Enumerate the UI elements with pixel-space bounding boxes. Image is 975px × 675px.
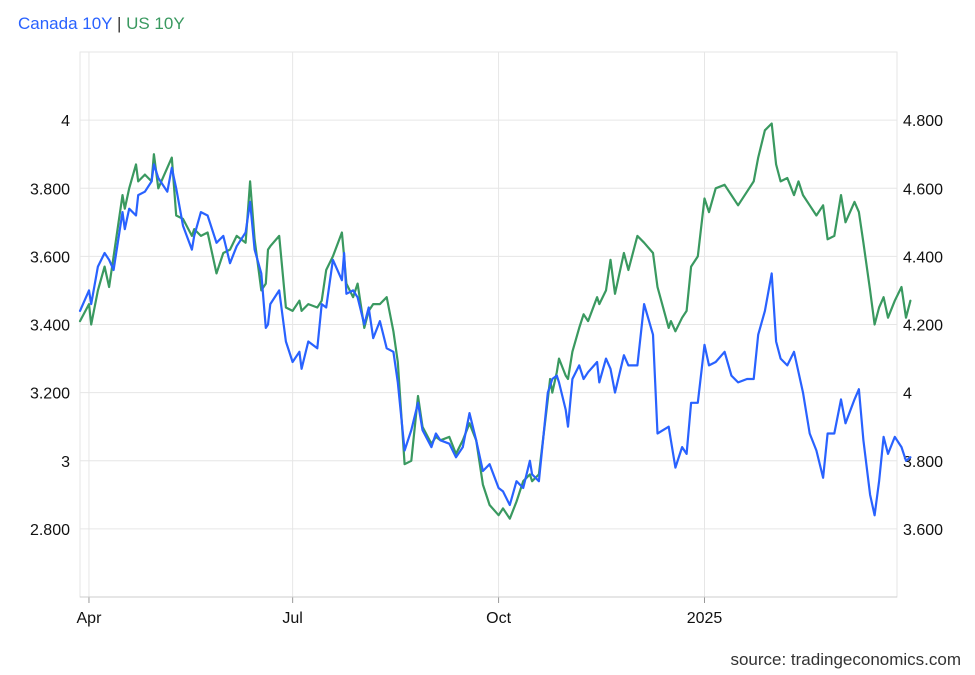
series-line-canada-10y[interactable] (78, 163, 912, 517)
right-tick-label: 4.800 (903, 113, 943, 130)
x-tick-label: 2025 (687, 610, 723, 627)
right-tick-label: 4 (903, 386, 912, 403)
left-tick-label: 3.600 (30, 249, 70, 266)
left-tick-label: 2.800 (30, 522, 70, 539)
source-credit: source: tradingeconomics.com (730, 650, 961, 669)
right-tick-label: 4.600 (903, 181, 943, 198)
right-axis-ticks: 3.600 3.800 4 4.200 4.400 4.600 4.800 (903, 113, 943, 539)
legend-separator: | (112, 14, 127, 33)
legend-canada-10y[interactable]: Canada 10Y (18, 14, 113, 33)
x-tick-label: Jul (282, 610, 302, 627)
left-tick-label: 3 (61, 454, 70, 471)
right-tick-label: 3.800 (903, 454, 943, 471)
left-tick-label: 3.800 (30, 181, 70, 198)
series-lines (78, 122, 912, 520)
x-tick-label: Apr (77, 610, 103, 627)
legend-us-10y[interactable]: US 10Y (126, 14, 185, 33)
left-tick-label: 3.400 (30, 318, 70, 335)
legend: Canada 10Y | US 10Y (18, 14, 185, 34)
left-axis-ticks: 2.800 3 3.200 3.400 3.600 3.800 4 (30, 113, 70, 539)
x-axis-ticks: Apr Jul Oct 2025 (77, 596, 897, 627)
x-tick-label: Oct (486, 610, 511, 627)
right-tick-label: 4.200 (903, 318, 943, 335)
grid-lines (79, 51, 898, 598)
series-line-us-10y[interactable] (78, 122, 912, 520)
left-tick-label: 4 (61, 113, 70, 130)
right-tick-label: 4.400 (903, 249, 943, 266)
left-tick-label: 3.200 (30, 386, 70, 403)
right-tick-label: 3.600 (903, 522, 943, 539)
